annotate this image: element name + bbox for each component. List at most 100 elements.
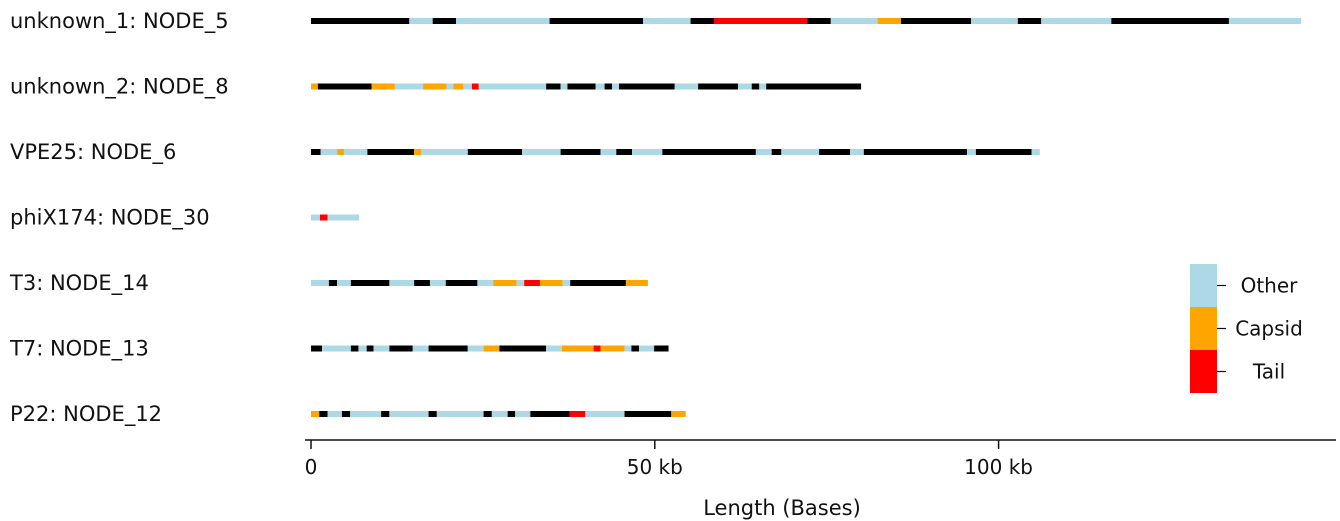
gene-segment-other: [358, 345, 367, 352]
gene-segment-unannotated: [690, 18, 714, 24]
gene-segment-other: [830, 18, 878, 24]
gene-segment-unannotated: [328, 280, 338, 286]
legend-swatch: [1190, 264, 1217, 307]
gene-segment-other: [600, 149, 617, 155]
gene-segment-other: [1041, 18, 1112, 24]
gene-segment-other: [389, 280, 415, 286]
gene-segment-unannotated: [311, 345, 322, 352]
gene-segment-unannotated: [317, 83, 372, 90]
gene-segment-other: [467, 345, 484, 352]
gene-segment-unannotated: [807, 18, 831, 24]
gene-segment-capsid: [877, 18, 901, 24]
gene-segment-unannotated: [1017, 18, 1042, 24]
gene-segment-unannotated: [819, 149, 851, 155]
gene-segment-other: [755, 149, 772, 155]
gene-segment-unannotated: [567, 83, 596, 90]
gene-segment-unannotated: [366, 345, 374, 352]
gene-segment-other: [394, 83, 424, 90]
gene-segment-unannotated: [619, 83, 675, 90]
gene-segment-other: [737, 83, 752, 90]
gene-segment-other: [344, 149, 368, 155]
gene-segment-unannotated: [319, 411, 328, 417]
gene-segment-unannotated: [432, 18, 457, 24]
gene-segment-other: [327, 214, 360, 221]
x-tick-label: 100 kb: [964, 455, 1033, 479]
x-axis: 0 50 kb 100 kb Length (Bases): [305, 439, 1336, 520]
legend: Other Capsid Tail: [1190, 264, 1303, 393]
gene-segment-capsid: [371, 83, 395, 90]
gene-segment-other: [781, 149, 820, 155]
gene-segment-unannotated: [467, 149, 523, 155]
gene-segment-tail: [569, 411, 586, 417]
gene-segment-other: [462, 83, 472, 90]
genome-rows: unknown_1: NODE_5 unknown_2: NODE_8 VPE25:…: [9, 9, 1302, 427]
gene-segment-unannotated: [766, 83, 862, 90]
gene-segment-unannotated: [414, 280, 430, 286]
genome-label: phiX174: NODE_30: [10, 206, 210, 231]
gene-segment-unannotated: [499, 345, 547, 352]
gene-segment-capsid: [337, 149, 345, 155]
gene-segment-tail: [524, 280, 540, 286]
gene-segment-other: [478, 83, 547, 90]
gene-segment-other: [516, 280, 525, 286]
gene-segment-other: [595, 83, 605, 90]
gene-segment-unannotated: [367, 149, 415, 155]
gene-segment-unannotated: [771, 149, 782, 155]
genome-row: phiX174: NODE_30: [10, 206, 360, 231]
gene-segment-other: [491, 411, 508, 417]
legend-label: Capsid: [1235, 317, 1303, 341]
gene-segment-other: [850, 149, 864, 155]
gene-segment-unannotated: [975, 149, 1032, 155]
gene-segment-other: [546, 345, 562, 352]
gene-segment-other: [971, 18, 1018, 24]
gene-segment-other: [632, 149, 663, 155]
gene-segment-capsid: [600, 345, 625, 352]
gene-segment-other: [612, 83, 620, 90]
gene-segment-other: [322, 345, 351, 352]
gene-segment-other: [436, 411, 484, 417]
legend-swatch: [1190, 307, 1217, 350]
gene-segment-other: [421, 149, 468, 155]
gene-segment-unannotated: [624, 411, 672, 417]
gene-segment-other: [373, 345, 390, 352]
gene-segment-other: [337, 280, 351, 286]
gene-segment-tail: [593, 345, 601, 352]
gene-segment-capsid: [453, 83, 463, 90]
gene-segment-capsid: [423, 83, 447, 90]
gene-segment-other: [320, 149, 338, 155]
gene-segment-unannotated: [389, 345, 413, 352]
gene-segment-other: [759, 83, 767, 90]
gene-segment-unannotated: [507, 411, 516, 417]
genome-row: unknown_2: NODE_8: [10, 75, 862, 100]
gene-segment-capsid: [539, 280, 563, 286]
gene-segment-unannotated: [1111, 18, 1229, 24]
gene-segment-other: [585, 411, 625, 417]
gene-segment-other: [409, 18, 433, 24]
gene-segment-other: [638, 345, 655, 352]
gene-segment-unannotated: [631, 345, 639, 352]
legend-label: Tail: [1252, 360, 1285, 384]
genome-label: T3: NODE_14: [9, 271, 149, 296]
gene-segment-other: [389, 411, 429, 417]
gene-segment-other: [1228, 18, 1302, 24]
genome-row: unknown_1: NODE_5: [10, 9, 1302, 34]
gene-segment-capsid: [561, 345, 594, 352]
genome-label: unknown_2: NODE_8: [10, 75, 229, 100]
gene-segment-other: [311, 214, 320, 221]
genome-row: P22: NODE_12: [10, 402, 686, 427]
gene-segment-unannotated: [341, 411, 351, 417]
legend-label: Other: [1241, 274, 1299, 298]
genome-label: VPE25: NODE_6: [10, 140, 176, 165]
gene-segment-unannotated: [662, 149, 756, 155]
genome-label: P22: NODE_12: [10, 402, 162, 427]
genome-row: T7: NODE_13: [9, 337, 669, 362]
gene-segment-capsid: [311, 83, 318, 90]
gene-segment-unannotated: [428, 345, 468, 352]
gene-segment-unannotated: [570, 280, 626, 286]
genome-label: T7: NODE_13: [9, 337, 149, 362]
gene-segment-other: [674, 83, 699, 90]
gene-segment-other: [327, 411, 342, 417]
gene-segment-unannotated: [698, 83, 738, 90]
gene-segment-other: [522, 149, 561, 155]
gene-segment-unannotated: [445, 280, 478, 286]
